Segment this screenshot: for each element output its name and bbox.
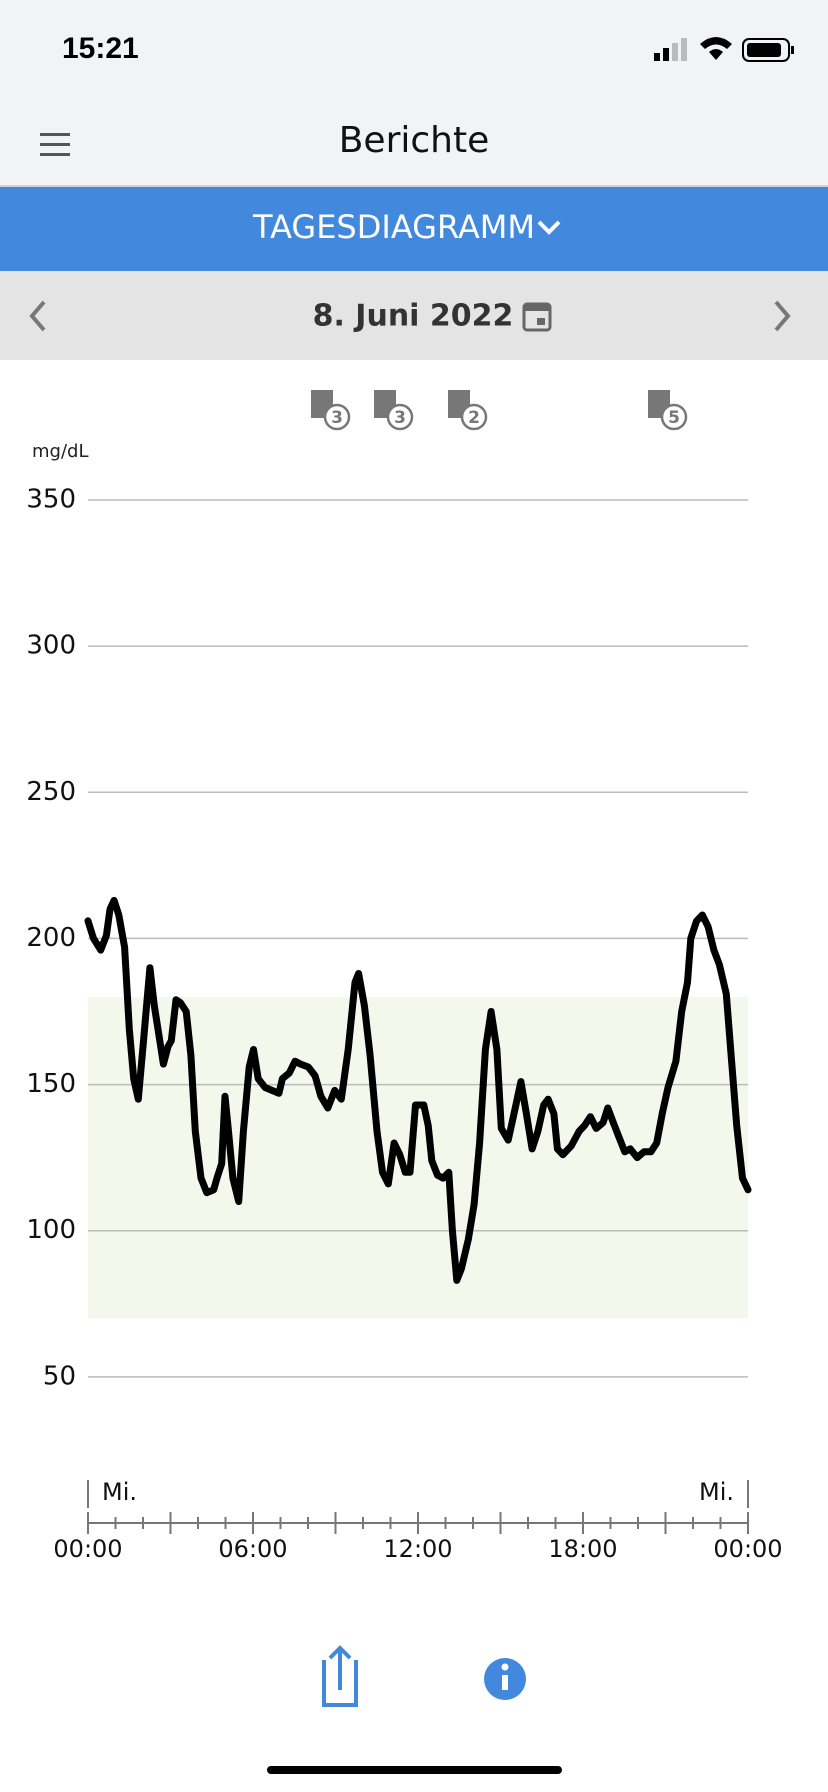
date-bar [0, 271, 828, 360]
menu-button[interactable] [40, 133, 70, 156]
calendar-icon[interactable] [522, 302, 552, 332]
y-tick-label: 200 [26, 923, 76, 953]
x-tick-label: 06:00 [218, 1535, 287, 1563]
badge-count: 5 [668, 408, 680, 428]
y-tick-label: 50 [43, 1361, 76, 1391]
home-indicator [267, 1766, 562, 1774]
chart: 3 3 2 5 mg/dL 50 100 150 200 250 300 350 00:00 06:00 1… [26, 390, 783, 1563]
y-tick-label: 350 [26, 485, 76, 515]
glucose-line [84, 896, 752, 1284]
y-tick-label: 150 [26, 1069, 76, 1099]
day-label: Mi. [699, 1478, 734, 1506]
y-tick-label: 100 [26, 1215, 76, 1245]
x-tick-label: 00:00 [713, 1535, 782, 1563]
y-tick-label: 250 [26, 777, 76, 807]
badge-count: 2 [468, 408, 480, 428]
y-unit: mg/dL [32, 441, 88, 462]
x-tick-label: 00:00 [53, 1535, 122, 1563]
status-time: 15:21 [62, 32, 139, 65]
y-tick-label: 300 [26, 631, 76, 661]
prev-day[interactable] [29, 300, 46, 332]
badge [460, 403, 488, 431]
badge [660, 403, 688, 431]
next-day[interactable] [774, 300, 791, 332]
tab-label[interactable]: TAGESDIAGRAMM [252, 208, 535, 246]
x-tick-label: 12:00 [383, 1535, 452, 1563]
share-button[interactable] [322, 1645, 358, 1707]
badge-count: 3 [394, 408, 406, 428]
date-label: 8. Juni 2022 [313, 299, 514, 334]
badge [386, 403, 414, 431]
top-background [0, 0, 828, 185]
divider [0, 185, 828, 187]
badge-count: 3 [331, 408, 343, 428]
header-title: Berichte [339, 120, 490, 161]
info-button[interactable] [484, 1658, 526, 1700]
tab-chevron[interactable] [537, 220, 561, 235]
day-label: Mi. [102, 1478, 137, 1506]
x-tick-label: 18:00 [548, 1535, 617, 1563]
badge [323, 403, 351, 431]
tab-bar[interactable] [0, 187, 828, 271]
status-icons [654, 37, 794, 62]
